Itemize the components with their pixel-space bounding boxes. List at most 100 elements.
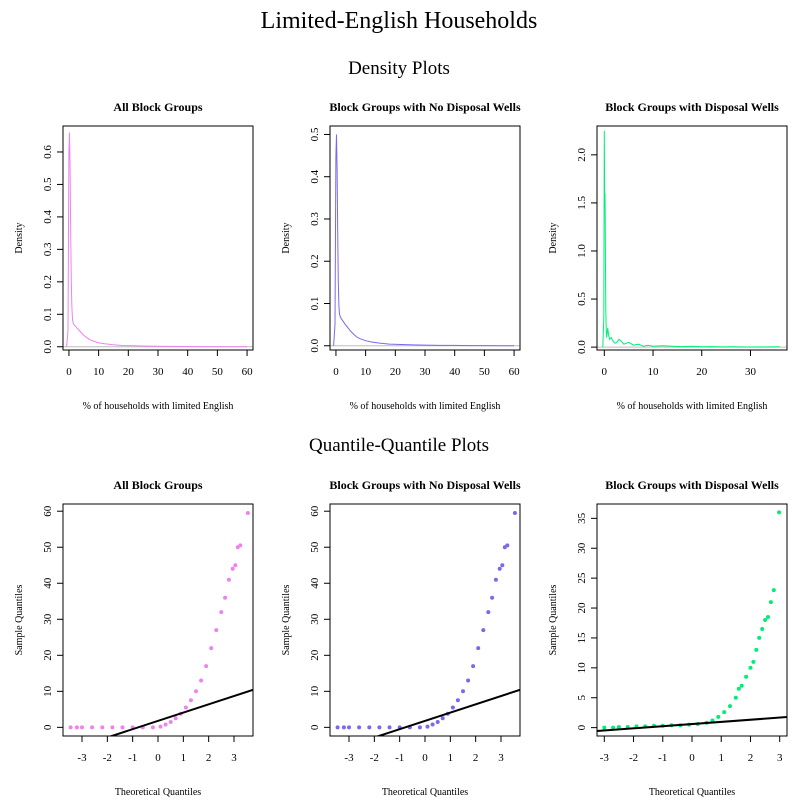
chart-5-point	[748, 665, 753, 670]
chart-4-point	[461, 689, 465, 694]
chart-5-point	[736, 686, 741, 691]
chart-3-point	[168, 720, 173, 724]
chart-5-ytick-label: 25	[576, 572, 588, 584]
chart-4-ytick-label: 30	[309, 613, 321, 625]
chart-4-xlabel: Theoretical Quantiles	[382, 787, 468, 798]
chart-4-xtick-label: 2	[473, 752, 479, 764]
chart-5-ytick-label: 0	[576, 724, 588, 730]
chart-0-density-line	[66, 132, 248, 348]
chart-5-xtick-label: -3	[600, 752, 610, 764]
chart-1-title: Block Groups with No Disposal Wells	[329, 100, 521, 114]
chart-5-point	[602, 725, 607, 730]
chart-4-point	[430, 722, 435, 727]
chart-3-ylabel: Sample Quantiles	[14, 584, 25, 655]
chart-5-xtick-label: -1	[658, 752, 667, 764]
chart-5-point	[777, 510, 782, 515]
chart-1-xtick-label: 20	[390, 366, 402, 378]
chart-4-frame	[329, 503, 521, 737]
chart-3-point	[223, 595, 228, 600]
chart-3-ytick-label: 20	[42, 649, 54, 661]
chart-0-xtick-label: 10	[93, 366, 105, 378]
chart-3-point	[238, 543, 243, 548]
density-panel-with-wells: Block Groups with Disposal Wells % of hou…	[548, 100, 788, 412]
chart-4-ytick-label: 40	[309, 577, 321, 589]
chart-5-ylabel: Sample Quantiles	[548, 584, 559, 655]
chart-3-point	[150, 725, 155, 730]
chart-1-xtick-label: 30	[420, 366, 432, 378]
chart-3-point	[74, 725, 79, 730]
chart-5-title: Block Groups with Disposal Wells	[605, 478, 779, 492]
chart-4-point	[497, 566, 502, 571]
chart-4-point	[341, 725, 346, 730]
chart-3-point	[233, 563, 238, 568]
chart-2-ytick-label: 1.5	[576, 196, 588, 210]
chart-4-point	[476, 646, 481, 651]
chart-3-point	[120, 725, 125, 730]
chart-0-ylabel: Density	[14, 222, 25, 253]
chart-3-point	[226, 577, 231, 582]
chart-3-point	[163, 722, 168, 727]
chart-5-point	[754, 647, 759, 652]
chart-0-xlabel: % of households with limited English	[83, 401, 234, 412]
chart-4-xtick-label: 1	[448, 752, 454, 764]
chart-4-point	[450, 705, 455, 710]
chart-4-qq-line	[375, 688, 520, 736]
chart-4-point	[435, 720, 440, 724]
chart-3-qq-line	[108, 688, 253, 736]
chart-0-xtick-label: 60	[242, 366, 254, 378]
chart-2-density-line	[602, 130, 780, 348]
chart-4-point	[335, 725, 340, 730]
chart-4-point	[440, 716, 445, 721]
chart-4-xtick-label: 3	[498, 752, 504, 764]
chart-3-point	[90, 725, 95, 730]
chart-4-point	[481, 628, 486, 633]
chart-2-ylabel: Density	[548, 222, 559, 253]
chart-5-point	[728, 704, 732, 709]
chart-3-point	[209, 646, 214, 651]
chart-0-ytick-label: 0.1	[42, 307, 54, 321]
chart-1-xtick-label: 10	[360, 366, 372, 378]
chart-2-ytick-label: 2.0	[576, 147, 588, 161]
chart-4-ytick-label: 20	[309, 649, 321, 661]
chart-5-xtick-label: 3	[777, 752, 783, 764]
chart-3-xlabel: Theoretical Quantiles	[115, 787, 201, 798]
qq-section-title: Quantile-Quantile Plots	[309, 435, 489, 456]
chart-0-xtick-label: 0	[66, 366, 72, 378]
chart-0-ytick-label: 0.6	[42, 145, 54, 159]
chart-3-point	[100, 725, 105, 730]
chart-0-title: All Block Groups	[113, 100, 202, 114]
chart-3-title: All Block Groups	[113, 478, 202, 492]
chart-0-ytick-label: 0.5	[42, 177, 54, 191]
chart-5-ytick-label: 15	[576, 632, 588, 644]
chart-4-point	[357, 725, 362, 730]
chart-5-ytick-label: 35	[576, 512, 588, 524]
chart-3-point	[80, 725, 84, 730]
chart-3-point	[173, 716, 178, 721]
chart-3-ytick-label: 40	[42, 577, 54, 589]
chart-5-ytick-label: 20	[576, 602, 588, 614]
chart-4-ytick-label: 10	[309, 685, 321, 697]
chart-5-point	[768, 600, 773, 605]
chart-5-xtick-label: 1	[718, 752, 724, 764]
chart-2-ytick-label: 0.0	[576, 340, 588, 354]
density-panel-no-wells: Block Groups with No Disposal Wells % of …	[281, 100, 521, 412]
chart-3-ytick-label: 60	[42, 505, 54, 517]
chart-5-point	[757, 635, 762, 640]
chart-3-point	[199, 678, 204, 683]
chart-5-point	[616, 725, 621, 729]
chart-0-xtick-label: 20	[123, 366, 135, 378]
chart-5-xtick-label: -2	[629, 752, 638, 764]
chart-5-point	[716, 714, 721, 719]
chart-5-frame	[596, 503, 788, 737]
chart-4-point	[500, 563, 505, 568]
chart-3-ytick-label: 50	[42, 541, 54, 553]
chart-5-point	[733, 695, 738, 700]
chart-3-ytick-label: 10	[42, 685, 54, 697]
chart-4-point	[505, 543, 510, 548]
chart-1-ytick-label: 0.0	[309, 338, 321, 352]
chart-0-ytick-label: 0.0	[42, 339, 54, 353]
chart-4-point	[377, 725, 382, 730]
chart-3-point	[183, 705, 188, 710]
chart-3-xtick-label: 0	[155, 752, 161, 764]
chart-5-point	[722, 710, 727, 715]
